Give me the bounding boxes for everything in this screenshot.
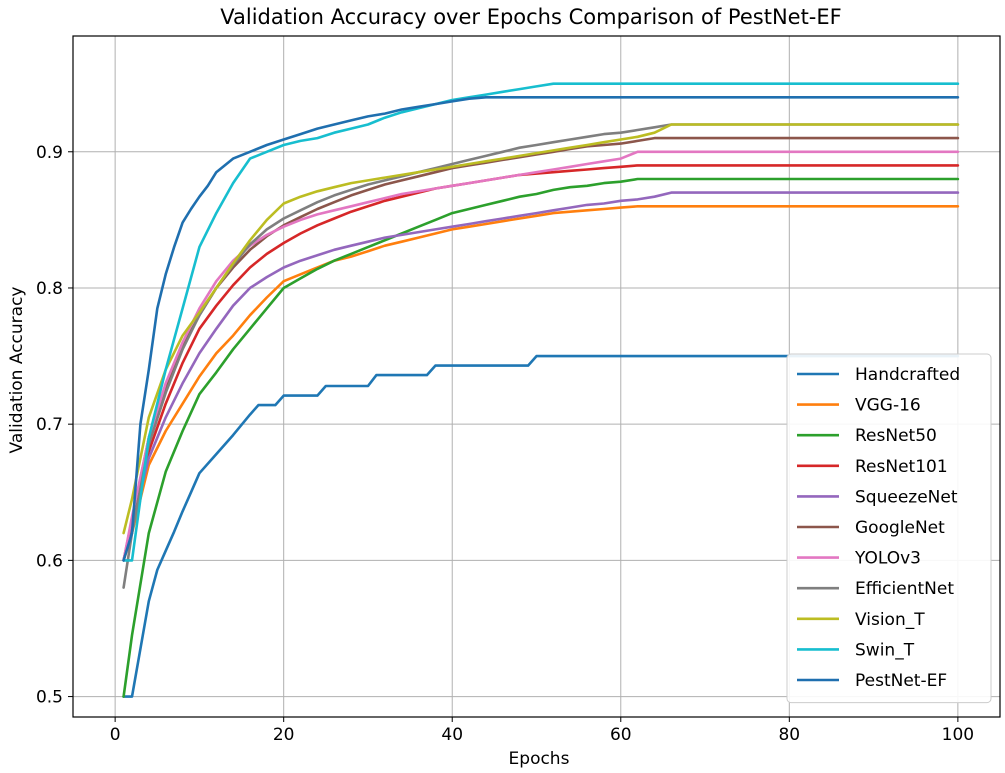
y-tick-label: 0.8 bbox=[36, 279, 63, 299]
y-tick-label: 0.7 bbox=[36, 415, 63, 435]
legend-label-resnet101: ResNet101 bbox=[855, 457, 948, 477]
legend-box bbox=[786, 353, 992, 704]
x-tick-label: 100 bbox=[942, 725, 974, 745]
legend-label-yolov3: YOLOv3 bbox=[854, 549, 921, 569]
axis-ticks: 0 20 40 60 80 100 0.5 0.6 0.7 0.8 0.9 bbox=[36, 143, 974, 745]
series-line-yolov3 bbox=[122, 150, 960, 562]
x-tick-label: 60 bbox=[610, 725, 632, 745]
plot-frame bbox=[72, 35, 1001, 718]
y-axis-title: Validation Accuracy bbox=[7, 287, 27, 454]
x-axis-title: Epochs bbox=[509, 749, 570, 769]
legend-label-squeezenet: SqueezeNet bbox=[855, 487, 958, 507]
series-line-squeezenet bbox=[122, 191, 960, 562]
legend-label-pestnet-ef: PestNet-EF bbox=[855, 671, 947, 691]
y-tick-label: 0.5 bbox=[36, 688, 63, 708]
series-line-pestnet-ef bbox=[122, 96, 960, 562]
legend-label-handcrafted: Handcrafted bbox=[855, 365, 960, 385]
legend-label-efficientnet: EfficientNet bbox=[855, 579, 954, 599]
series-line-handcrafted bbox=[122, 354, 960, 698]
x-tick-label: 80 bbox=[778, 725, 800, 745]
legend-label-vision-t: Vision_T bbox=[855, 610, 925, 630]
legend: Handcrafted VGG-16 ResNet50 ResNet101 Squeez… bbox=[786, 353, 992, 704]
y-tick-label: 0.6 bbox=[36, 551, 63, 571]
legend-label-googlenet: GoogleNet bbox=[855, 518, 945, 538]
chart-title: Validation Accuracy over Epochs Comparis… bbox=[220, 5, 841, 29]
x-tick-label: 40 bbox=[441, 725, 463, 745]
y-tick-label: 0.9 bbox=[36, 143, 63, 163]
series-line-vision-t bbox=[122, 123, 960, 535]
series-line-vgg-16 bbox=[122, 205, 960, 562]
legend-label-vgg-16: VGG-16 bbox=[855, 396, 921, 416]
legend-label-resnet50: ResNet50 bbox=[855, 426, 937, 446]
series-line-swin-t bbox=[122, 82, 960, 562]
legend-label-swin-t: Swin_T bbox=[855, 640, 915, 660]
series-line-resnet50 bbox=[122, 177, 960, 698]
series-line-resnet101 bbox=[122, 164, 960, 562]
series-lines bbox=[122, 82, 960, 698]
x-tick-label: 0 bbox=[110, 725, 121, 745]
x-tick-label: 20 bbox=[273, 725, 295, 745]
